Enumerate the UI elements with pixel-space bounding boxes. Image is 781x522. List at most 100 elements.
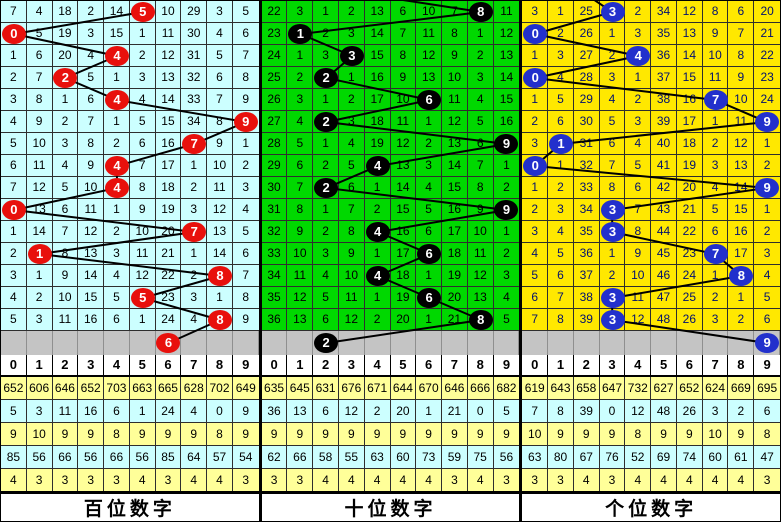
pending-cell	[548, 331, 574, 355]
stats-cell: 646	[442, 377, 468, 399]
miss-cell: 1	[313, 1, 339, 23]
miss-cell: 16	[442, 199, 468, 221]
miss-cell: 2	[625, 1, 652, 23]
pending-cell	[207, 331, 233, 355]
drawn-ball: 9	[233, 112, 258, 132]
drawn-ball: 3	[600, 310, 625, 330]
stats-cell: 606	[27, 377, 53, 399]
miss-cell: 1	[364, 243, 391, 265]
miss-cell: 12	[78, 221, 105, 243]
miss-cell: 1	[522, 45, 549, 67]
stats-cell: 2	[365, 400, 391, 422]
miss-cell: 37	[651, 67, 677, 89]
panel-title: 个位数字	[522, 491, 781, 521]
stats-cell: 4	[677, 469, 703, 491]
miss-cell: 2	[313, 155, 339, 177]
drawn-ball: 8	[468, 310, 493, 330]
miss-cell: 11	[442, 89, 468, 111]
miss-cell: 2	[287, 67, 314, 89]
miss-cell: 9	[232, 309, 259, 331]
miss-cell: 3	[78, 23, 105, 45]
miss-cell: 4	[522, 243, 549, 265]
trend-row: 24 1 3 15 8 12 9 2 13	[261, 45, 520, 67]
miss-cell: 7	[207, 89, 233, 111]
stats-cell: 64	[181, 446, 208, 468]
stats-cell: 10	[703, 423, 729, 445]
miss-cell: 2	[625, 89, 652, 111]
miss-cell: 2	[599, 265, 626, 287]
stats-cell: 60	[391, 446, 417, 468]
trend-row: 26 3 1 2 17 10 11 4 15	[261, 89, 520, 111]
digit-header-cell: 1	[548, 355, 574, 375]
pending-cell	[262, 331, 288, 355]
miss-cell: 1	[599, 23, 626, 45]
stats-cell: 666	[468, 377, 494, 399]
pending-row	[1, 331, 259, 355]
miss-cell: 3	[207, 1, 233, 23]
miss-cell: 5	[625, 155, 652, 177]
trend-row: 2 6 30 5 3 39 17 1 11	[522, 111, 780, 133]
digit-header-cell: 0	[262, 355, 288, 375]
trend-grid: 7 4 18 2 14 10 29 3 5 5 19 3 15 1 11 30 4 6 1 6 20 4 2 12 31 5 7 2 7…	[1, 1, 259, 355]
stats-cell: 39	[574, 400, 600, 422]
stats-cell: 60	[703, 446, 729, 468]
stats-cell: 3	[522, 469, 549, 491]
miss-cell: 7	[287, 177, 314, 199]
miss-cell: 3	[232, 177, 259, 199]
miss-cell: 29	[181, 1, 208, 23]
miss-cell: 7	[232, 265, 259, 287]
stats-cell: 63	[365, 446, 391, 468]
miss-cell: 6	[416, 221, 443, 243]
miss-cell: 46	[651, 265, 677, 287]
stats-cell: 55	[339, 446, 365, 468]
stats-cell: 85	[1, 446, 27, 468]
miss-cell: 42	[651, 177, 677, 199]
stats-cell: 3	[287, 469, 314, 491]
trend-row: 35 12 5 11 1 19 20 13 4	[261, 287, 520, 309]
stats-cell: 703	[104, 377, 130, 399]
miss-cell: 8	[287, 199, 314, 221]
miss-cell: 3	[522, 221, 549, 243]
miss-cell: 1	[548, 155, 574, 177]
miss-cell: 22	[676, 221, 703, 243]
digit-header-cell: 8	[468, 355, 494, 375]
miss-cell: 8	[26, 89, 53, 111]
miss-cell: 6	[207, 67, 233, 89]
miss-cell: 6	[232, 243, 259, 265]
miss-cell: 27	[261, 111, 288, 133]
stats-cell: 646	[53, 377, 79, 399]
miss-cell: 3	[338, 23, 365, 45]
miss-cell: 1	[416, 111, 443, 133]
digit-header-cell: 2	[574, 355, 600, 375]
miss-cell: 30	[573, 111, 600, 133]
miss-cell: 43	[651, 199, 677, 221]
digit-header-cell: 4	[104, 355, 130, 375]
miss-cell: 7	[599, 155, 626, 177]
miss-cell: 19	[52, 23, 79, 45]
miss-cell: 8	[232, 67, 259, 89]
miss-cell: 6	[599, 133, 626, 155]
miss-cell: 1	[364, 177, 391, 199]
trend-row: 1 5 29 4 2 38 16 10 24	[522, 89, 780, 111]
miss-cell: 12	[338, 309, 365, 331]
miss-cell: 3	[129, 67, 156, 89]
miss-cell: 2	[313, 221, 339, 243]
miss-cell: 3	[548, 199, 574, 221]
trend-row: 3 8 1 6 4 14 33 7 9	[1, 89, 259, 111]
digit-header-cell: 6	[416, 355, 443, 375]
pending-cell	[754, 331, 780, 355]
miss-cell: 37	[573, 265, 600, 287]
miss-cell: 4	[548, 67, 574, 89]
miss-cell: 9	[390, 67, 417, 89]
stats-cell: 627	[651, 377, 677, 399]
trend-row: 31 8 1 7 2 15 5 16 9	[261, 199, 520, 221]
digit-header-cell: 9	[242, 357, 250, 372]
digit-header-cell: 5	[130, 355, 156, 375]
pending-cell	[416, 331, 443, 355]
miss-cell: 1	[181, 243, 208, 265]
miss-cell: 15	[78, 287, 105, 309]
miss-cell: 4	[26, 1, 53, 23]
drawn-ball: 3	[600, 222, 625, 242]
